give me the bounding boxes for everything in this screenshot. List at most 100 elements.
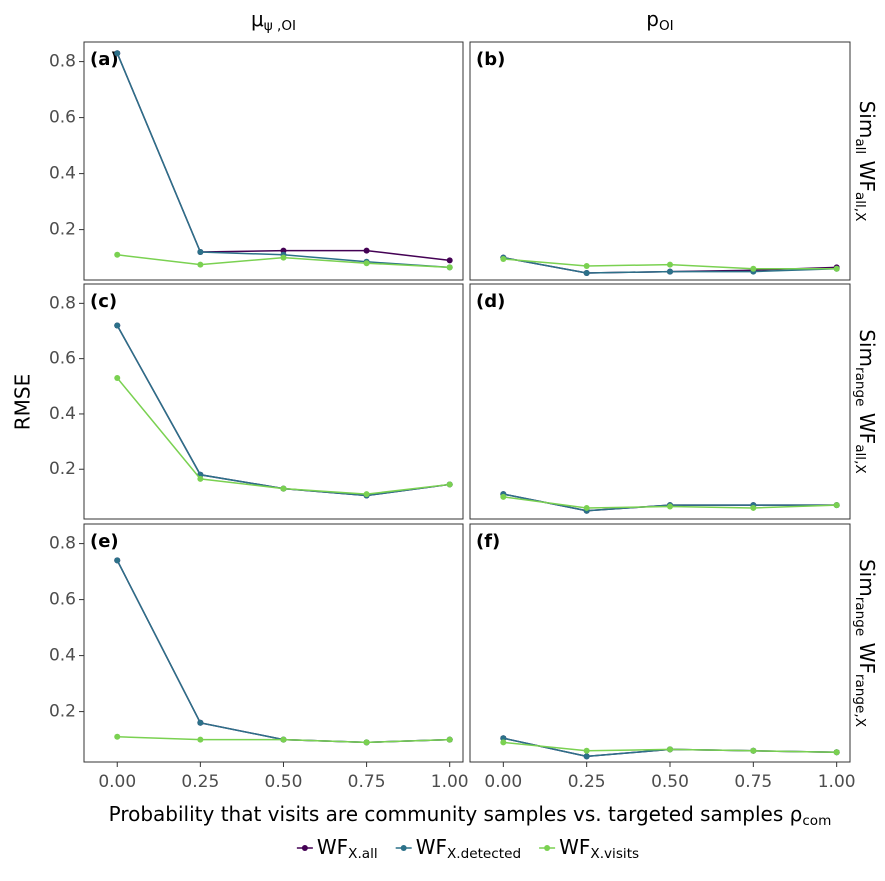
data-point — [583, 747, 590, 754]
column-title-subscript: ψ ,OI — [264, 18, 296, 34]
data-point — [197, 261, 204, 268]
legend-label-text: WF — [317, 835, 348, 859]
panel-border — [83, 41, 464, 281]
data-point — [280, 736, 287, 743]
data-point — [583, 753, 590, 760]
y-tick-label: 0.2 — [49, 702, 76, 722]
row-title-subscript: all — [852, 138, 868, 154]
x-tick-label: 0.75 — [348, 772, 386, 792]
row-title-subscript: range — [852, 597, 868, 637]
legend-label: WFX.all — [317, 835, 378, 863]
data-point — [363, 491, 370, 498]
data-point — [197, 736, 204, 743]
data-point — [667, 261, 673, 268]
x-tick-label: 1.00 — [818, 772, 856, 792]
panel-border — [83, 523, 464, 763]
x-tick-label: 0.00 — [98, 772, 136, 792]
panel-border — [469, 41, 851, 281]
series-line — [116, 560, 450, 744]
data-point — [750, 265, 757, 272]
y-tick-label: 0.2 — [49, 220, 76, 240]
x-tick-label: 0.50 — [265, 772, 303, 792]
legend-label-text: WF — [416, 835, 447, 859]
legend-symbol — [544, 845, 551, 851]
legend-label-subscript: X.detected — [447, 846, 521, 862]
row-title: Simrange WFall,X — [852, 329, 880, 473]
data-point — [197, 249, 204, 255]
data-point — [363, 247, 370, 254]
row-title-text: WF — [856, 636, 880, 674]
data-point — [833, 265, 840, 272]
panel-border — [469, 523, 851, 763]
series-line — [116, 325, 450, 497]
y-axis-label: RMSE — [11, 374, 35, 430]
y-tick-label: 0.8 — [49, 534, 76, 554]
data-point — [114, 733, 121, 740]
data-point — [363, 260, 370, 267]
y-tick-label: 0.6 — [49, 349, 76, 369]
data-point — [280, 254, 287, 261]
data-point — [500, 739, 507, 746]
data-point — [114, 375, 121, 381]
x-tick-label: 0.25 — [568, 772, 606, 792]
panel-label: (a) — [90, 49, 119, 70]
column-title: μψ ,OI — [251, 7, 296, 35]
data-point — [114, 322, 121, 329]
data-point — [446, 264, 453, 271]
y-tick-label: 0.4 — [49, 646, 76, 666]
data-point — [446, 481, 453, 488]
row-title-text: Sim — [856, 329, 880, 367]
data-point — [500, 256, 507, 262]
x-tick-label: 0.50 — [651, 772, 689, 792]
data-point — [833, 749, 840, 756]
panel-label: (b) — [476, 49, 505, 70]
column-title-text: μ — [251, 7, 264, 31]
data-point — [583, 270, 590, 276]
panel-label: (f) — [476, 531, 500, 552]
data-point — [750, 747, 757, 754]
data-point — [446, 257, 453, 264]
row-title-subscript: range — [852, 367, 868, 407]
x-tick-label: 0.00 — [484, 772, 522, 792]
y-tick-label: 0.6 — [49, 590, 76, 610]
legend-label-subscript: X.all — [348, 846, 378, 862]
y-tick-label: 0.4 — [49, 404, 76, 424]
panel-label: (d) — [476, 291, 505, 312]
y-tick-label: 0.4 — [49, 164, 76, 184]
y-tick-label: 0.8 — [49, 293, 76, 313]
x-axis-label: Probability that visits are community sa… — [109, 802, 832, 830]
y-tick-label: 0.2 — [49, 459, 76, 479]
row-title-text: Sim — [856, 559, 880, 597]
row-title-text: WF — [856, 407, 880, 445]
panel-label: (e) — [90, 531, 119, 552]
panel-border — [83, 283, 464, 520]
panel-border — [469, 283, 851, 520]
data-point — [833, 502, 840, 509]
row-title: Simrange WFrange,X — [852, 559, 880, 727]
legend-label-subscript: X.visits — [590, 846, 639, 862]
data-point — [667, 746, 673, 753]
data-point — [114, 557, 121, 564]
legend-symbol — [400, 845, 407, 851]
series-line — [116, 377, 450, 495]
column-title-subscript: OI — [659, 18, 674, 34]
data-point — [114, 251, 121, 258]
column-title: pOI — [646, 7, 673, 35]
data-point — [197, 719, 204, 726]
x-tick-label: 0.25 — [181, 772, 219, 792]
legend-symbol — [301, 845, 308, 851]
legend-label: WFX.visits — [559, 835, 639, 863]
series-line — [116, 52, 450, 269]
row-title-subscript: all,X — [852, 444, 868, 474]
y-tick-label: 0.8 — [49, 52, 76, 72]
data-point — [114, 50, 121, 57]
x-tick-label: 0.75 — [734, 772, 772, 792]
legend-item: WFX.all — [296, 835, 378, 863]
data-point — [446, 736, 453, 743]
row-title-subscript: range,X — [852, 674, 868, 727]
y-tick-label: 0.6 — [49, 108, 76, 128]
data-point — [280, 485, 287, 492]
data-point — [583, 263, 590, 269]
x-axis-label-subscript: com — [802, 813, 831, 829]
